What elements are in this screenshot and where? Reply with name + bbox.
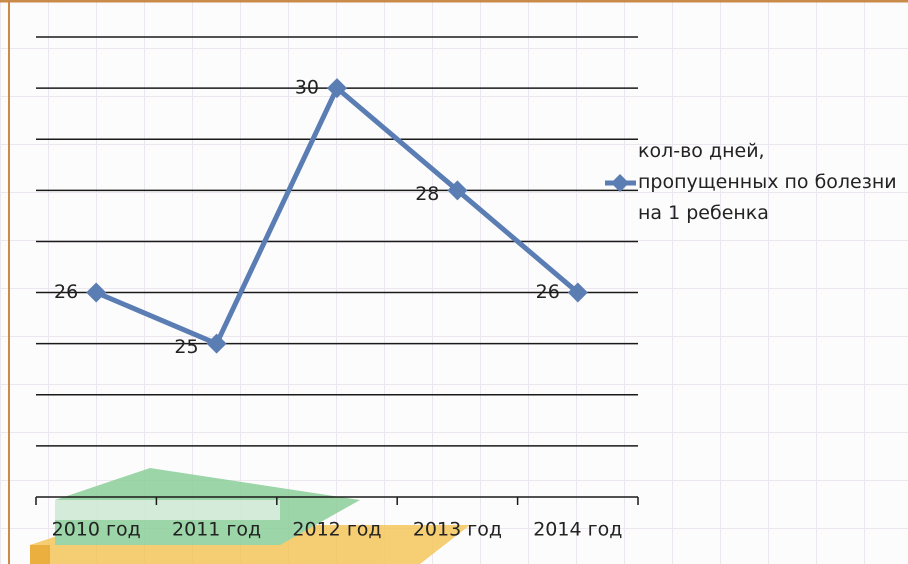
x-tick-label: 2014 год — [533, 519, 622, 541]
legend-label: кол-во дней, пропущенных по болезни на 1… — [638, 140, 897, 224]
point — [86, 282, 107, 303]
data-label: 26 — [54, 281, 78, 303]
data-label: 28 — [415, 183, 439, 205]
line — [95, 85, 580, 347]
data-label: 25 — [174, 336, 198, 358]
point — [447, 180, 468, 201]
x-tick-label: 2010 год — [52, 519, 141, 541]
data-label: 30 — [295, 77, 319, 99]
point — [327, 78, 347, 99]
point — [567, 282, 588, 303]
point — [611, 174, 629, 192]
x-tick-label: 2011 год — [172, 519, 261, 541]
x-tick-label: 2012 год — [292, 519, 381, 541]
books-decoration — [30, 468, 470, 564]
point — [206, 333, 227, 354]
data-label: 26 — [536, 281, 560, 303]
x-tick-label: 2013 год — [413, 519, 502, 541]
